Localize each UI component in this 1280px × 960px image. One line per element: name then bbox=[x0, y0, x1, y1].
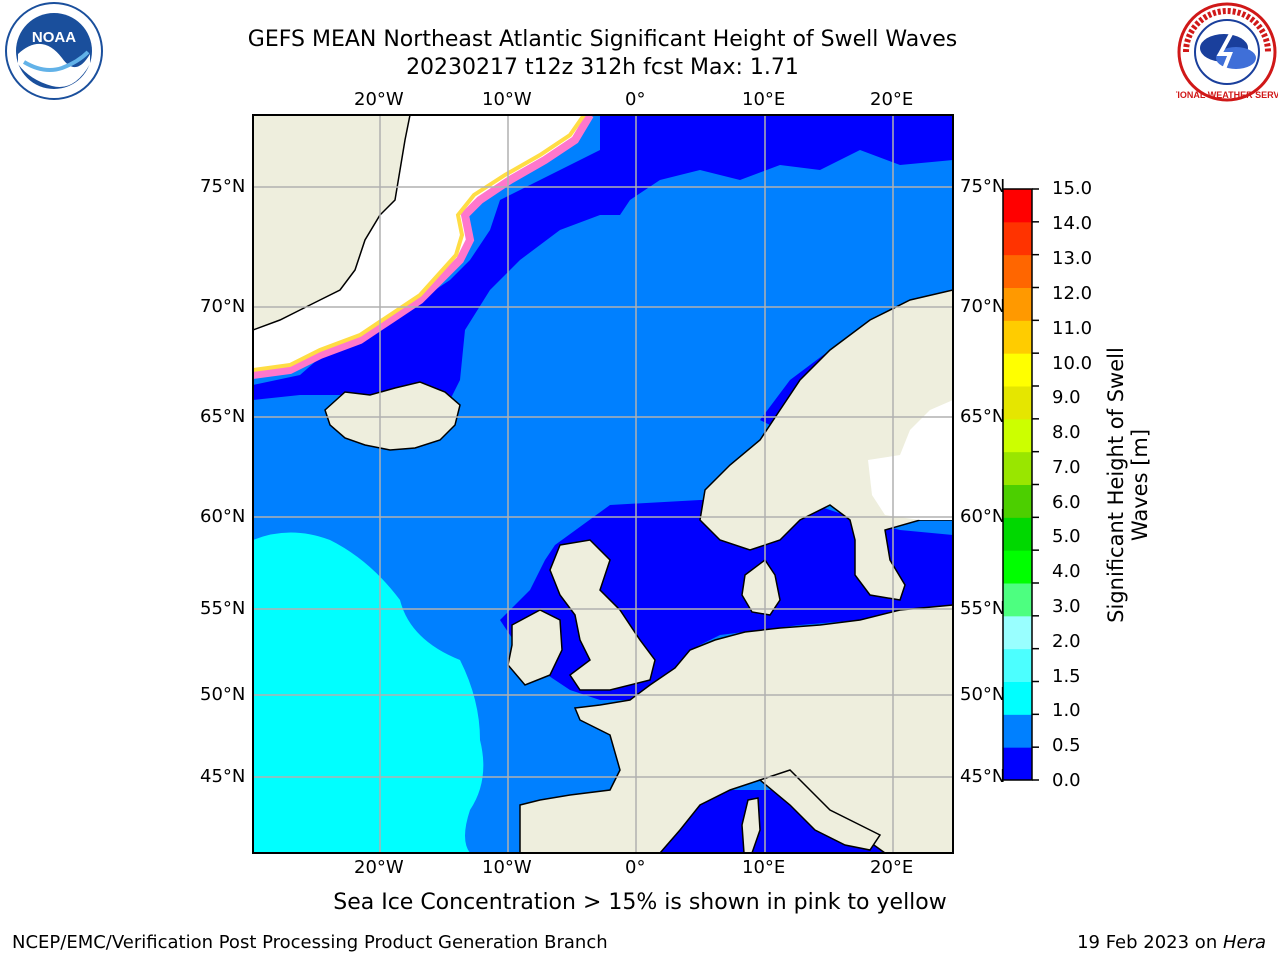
lat-label-right: 55°N bbox=[960, 598, 1006, 619]
chart-title: GEFS MEAN Northeast Atlantic Significant… bbox=[247, 27, 958, 52]
lat-label-right: 50°N bbox=[960, 684, 1006, 705]
colorbar-tick-label: 14.0 bbox=[1052, 213, 1093, 234]
colorbar-tick-label: 13.0 bbox=[1052, 248, 1093, 269]
lon-label-top: 10°W bbox=[482, 89, 532, 110]
lat-label-right: 65°N bbox=[960, 406, 1006, 427]
lon-label-bottom: 20°E bbox=[870, 857, 914, 878]
colorbar-tick-label: 15.0 bbox=[1052, 178, 1093, 199]
lat-label-right: 45°N bbox=[960, 766, 1006, 787]
colorbar-tick-label: 3.0 bbox=[1052, 596, 1081, 617]
corsica-sardinia-land bbox=[741, 797, 761, 853]
lon-label-top: 0° bbox=[625, 89, 646, 110]
lat-label-right: 70°N bbox=[960, 296, 1006, 317]
sea-ice-note: Sea Ice Concentration > 15% is shown in … bbox=[333, 890, 947, 915]
italy-land bbox=[758, 769, 882, 851]
footer-date-text: 19 Feb 2023 on bbox=[1077, 932, 1223, 953]
ireland-land bbox=[507, 609, 563, 686]
swell-blue-north bbox=[600, 115, 953, 215]
map-area bbox=[253, 115, 953, 853]
denmark-land bbox=[741, 558, 781, 616]
chart-subtitle: 20230217 t12z 312h fcst Max: 1.71 bbox=[406, 55, 799, 80]
colorbar-tick-label: 0.0 bbox=[1052, 770, 1081, 791]
footer-date: 19 Feb 2023 on Hera bbox=[1077, 932, 1266, 953]
noaa-logo: NOAA bbox=[5, 2, 103, 100]
nws-logo-text: NATIONAL WEATHER SERVICE bbox=[1176, 90, 1278, 100]
swell-cyan-region bbox=[253, 532, 484, 853]
lat-label-left: 45°N bbox=[200, 766, 246, 787]
colorbar-tick-label: 5.0 bbox=[1052, 526, 1081, 547]
lon-label-bottom: 20°W bbox=[354, 857, 404, 878]
lat-label-right: 75°N bbox=[960, 176, 1006, 197]
colorbar-tick-label: 2.0 bbox=[1052, 631, 1081, 652]
swell-blue-greenland-coast bbox=[253, 150, 600, 400]
lon-label-top: 20°W bbox=[354, 89, 404, 110]
map-frame bbox=[252, 114, 954, 854]
footer-host: Hera bbox=[1222, 932, 1266, 953]
colorbar-axis-label-line2: Waves [m] bbox=[1128, 428, 1152, 542]
finland-white-ice bbox=[868, 400, 953, 520]
colorbar-axis-label: Significant Height of Swell Waves [m] bbox=[1104, 295, 1152, 675]
colorbar-tick-label: 1.0 bbox=[1052, 700, 1081, 721]
lat-label-left: 75°N bbox=[200, 176, 246, 197]
lon-label-bottom: 10°E bbox=[742, 857, 786, 878]
colorbar-axis-label-line1: Significant Height of Swell bbox=[1104, 347, 1128, 623]
lon-label-bottom: 10°W bbox=[482, 857, 532, 878]
lat-label-left: 60°N bbox=[200, 506, 246, 527]
lat-label-left: 65°N bbox=[200, 406, 246, 427]
colorbar-tick-label: 11.0 bbox=[1052, 318, 1093, 339]
lat-label-right: 60°N bbox=[960, 506, 1006, 527]
colorbar-tick-label: 6.0 bbox=[1052, 492, 1081, 513]
colorbar-tick-label: 8.0 bbox=[1052, 422, 1081, 443]
greenland-land bbox=[253, 115, 411, 331]
lon-label-bottom: 0° bbox=[625, 857, 646, 878]
colorbar-tick-label: 10.0 bbox=[1052, 353, 1093, 374]
colorbar-tick-label: 1.5 bbox=[1052, 666, 1081, 687]
footer-credit: NCEP/EMC/Verification Post Processing Pr… bbox=[12, 932, 608, 953]
lat-label-left: 50°N bbox=[200, 684, 246, 705]
lon-label-top: 20°E bbox=[870, 89, 914, 110]
colorbar-tick-label: 9.0 bbox=[1052, 387, 1081, 408]
nws-logo: NATIONAL WEATHER SERVICE bbox=[1176, 2, 1278, 102]
lat-label-left: 55°N bbox=[200, 598, 246, 619]
iceland-land bbox=[324, 381, 461, 451]
colorbar-tick-label: 7.0 bbox=[1052, 457, 1081, 478]
colorbar-tick-label: 12.0 bbox=[1052, 283, 1093, 304]
greenland-sea-ice-edge-yellow bbox=[253, 115, 586, 372]
noaa-logo-text: NOAA bbox=[32, 29, 76, 46]
lat-label-left: 70°N bbox=[200, 296, 246, 317]
map-gridlines bbox=[253, 115, 953, 853]
greenland-sea-ice-edge bbox=[253, 115, 594, 379]
colorbar-tick-label: 0.5 bbox=[1052, 735, 1081, 756]
colorbar-tick-label: 4.0 bbox=[1052, 561, 1081, 582]
lon-label-top: 10°E bbox=[742, 89, 786, 110]
